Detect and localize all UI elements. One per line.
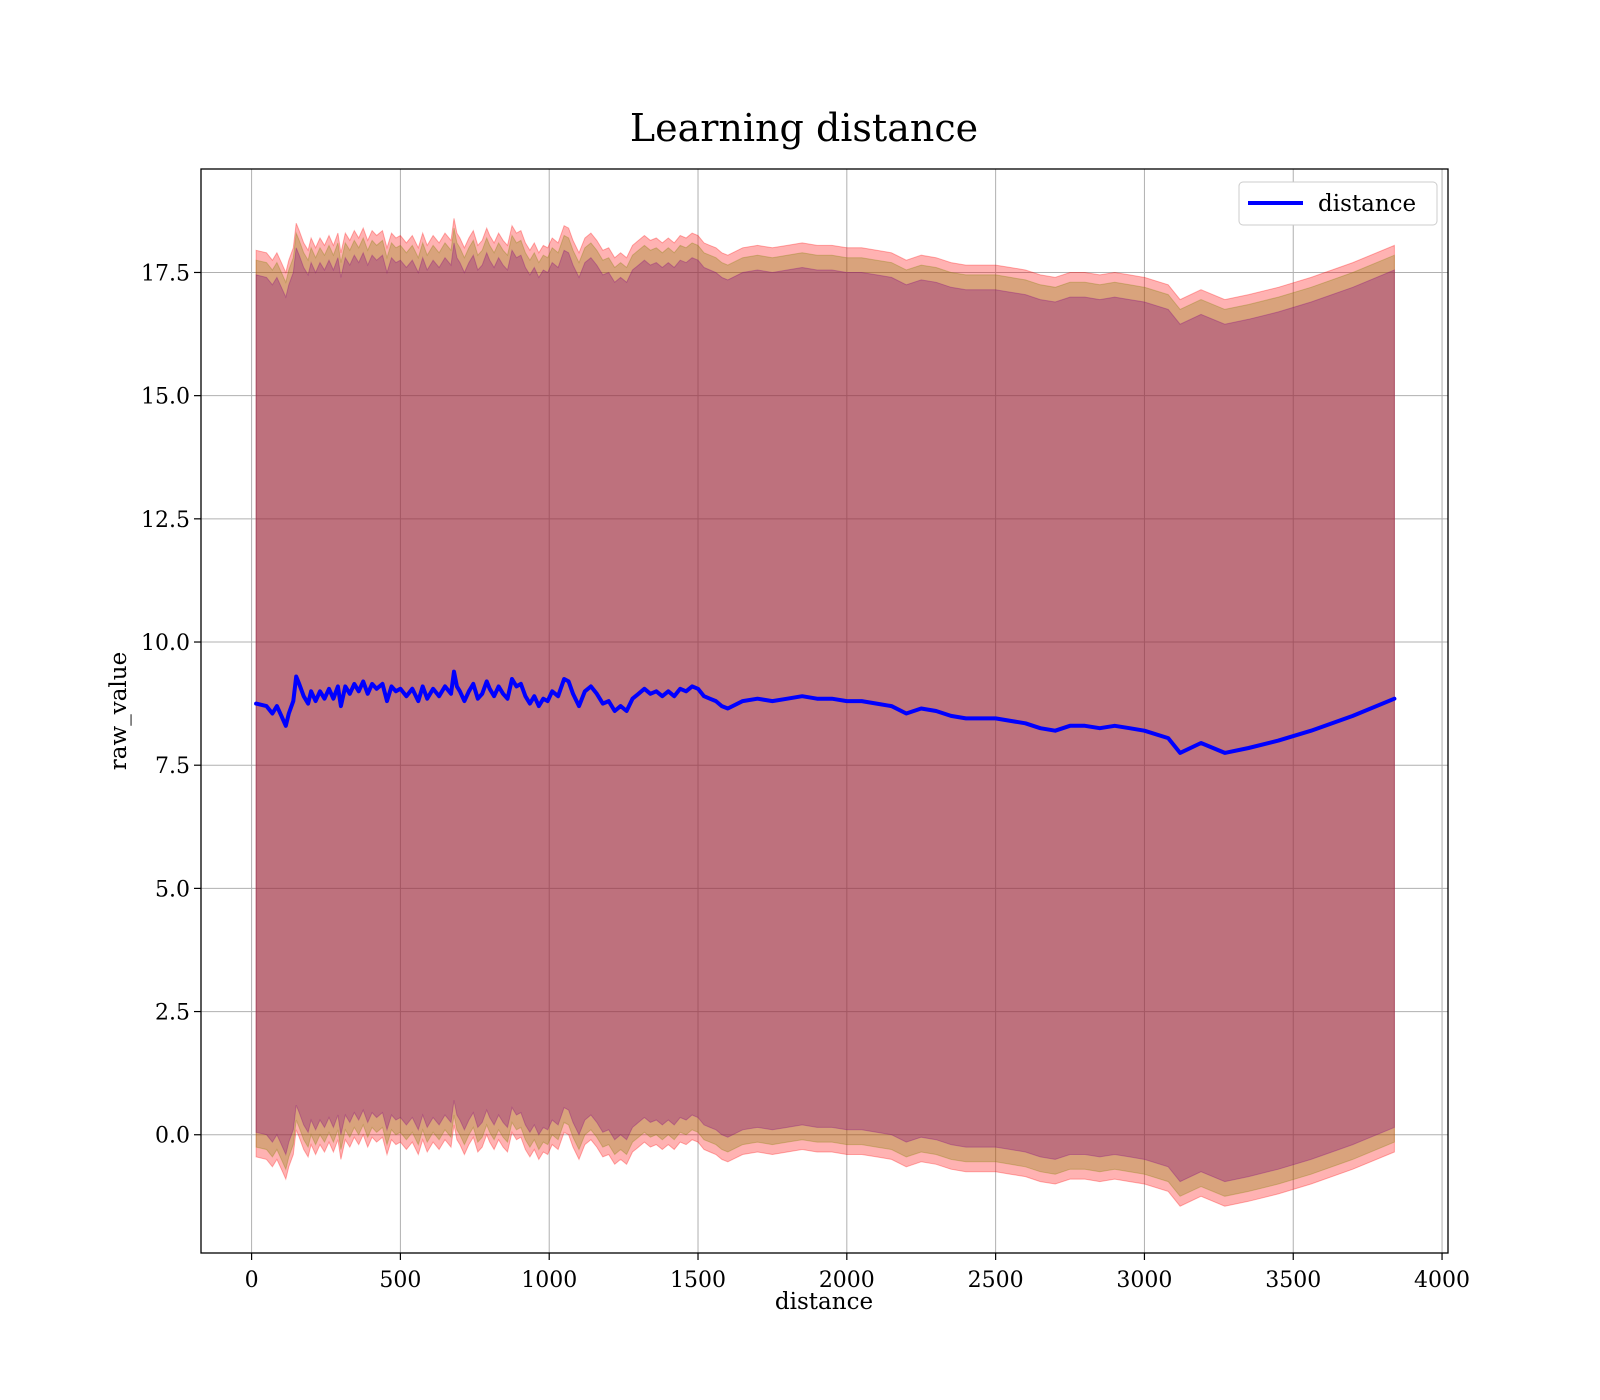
y-tick-label: 2.5 [155, 1001, 190, 1026]
y-tick-label: 5.0 [155, 877, 190, 902]
y-axis-ticks: 0.0 2.5 5.0 7.5 10.0 12.5 15.0 17.5 [141, 261, 201, 1149]
middle-band [255, 228, 1395, 1197]
grid-layer [201, 169, 1448, 1253]
x-axis-label: distance [775, 1289, 873, 1315]
legend-entry-distance: distance [1318, 191, 1416, 217]
x-tick-label: 2000 [819, 1268, 875, 1293]
y-tick-label: 12.5 [141, 508, 190, 533]
x-tick-label: 1500 [670, 1268, 726, 1293]
x-axis-ticks: 0 500 1000 1500 2000 2500 3000 3500 4000 [245, 1253, 1470, 1293]
x-tick-label: 2500 [968, 1268, 1024, 1293]
plot-frame [200, 168, 1449, 1254]
y-axis-label: raw_value [106, 652, 132, 770]
x-tick-label: 0 [245, 1268, 259, 1293]
y-tick-label: 15.0 [141, 385, 190, 410]
bands-layer [255, 218, 1395, 1207]
line-layer [254, 669, 1397, 755]
inner-band [255, 242, 1395, 1183]
outer-band [255, 218, 1395, 1207]
y-tick-label: 7.5 [155, 754, 190, 779]
x-tick-label: 3000 [1116, 1268, 1172, 1293]
x-tick-label: 3500 [1265, 1268, 1321, 1293]
legend-box [1238, 181, 1438, 226]
y-tick-label: 10.0 [141, 631, 190, 656]
y-tick-label: 17.5 [141, 261, 190, 286]
x-tick-label: 1000 [521, 1268, 577, 1293]
x-tick-label: 4000 [1414, 1268, 1470, 1293]
y-tick-label: 0.0 [155, 1124, 190, 1149]
legend: distance [1238, 181, 1438, 226]
x-tick-label: 500 [379, 1268, 421, 1293]
chart-title: Learning distance [630, 106, 978, 150]
series-line-distance [254, 669, 1397, 755]
